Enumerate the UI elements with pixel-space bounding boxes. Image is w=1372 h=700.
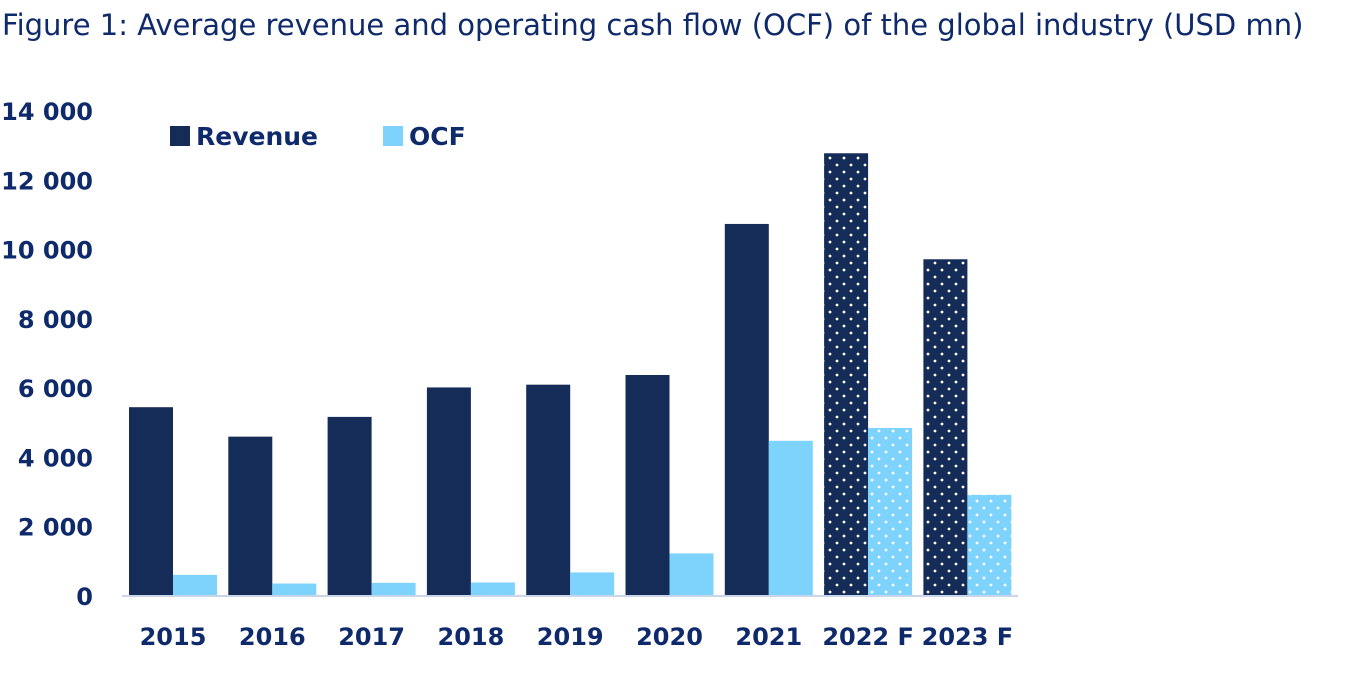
ocf-bar (768, 440, 813, 596)
revenue-bar (724, 223, 769, 596)
ocf-bar (272, 583, 317, 596)
ocf-bar (570, 572, 615, 596)
y-tick-label: 12 000 (1, 167, 93, 195)
x-tick-label: 2022 F (822, 623, 914, 651)
y-tick-label: 2 000 (18, 514, 93, 542)
y-tick-label: 4 000 (18, 444, 93, 472)
y-tick-label: 8 000 (18, 306, 93, 334)
ocf-bar (173, 574, 217, 596)
ocf-bar (470, 582, 515, 596)
legend-label-ocf: OCF (409, 122, 466, 151)
bars (129, 153, 1012, 596)
revenue-bar (526, 384, 571, 596)
x-axis: 2015 2016 2017 2018 2019 2020 2021 2022 F 2023 F (140, 623, 1014, 651)
ocf-bar (868, 427, 913, 596)
chart-title: Figure 1: Average revenue and operating … (2, 8, 1304, 42)
y-axis: 0 2 000 4 000 6 000 8 000 10 000 12 000 14 000 (1, 98, 93, 611)
legend: Revenue OCF (170, 122, 466, 151)
legend-swatch-ocf (383, 126, 403, 146)
revenue-bar (824, 153, 869, 596)
ocf-bar (967, 494, 1012, 596)
legend-swatch-revenue (170, 126, 190, 146)
revenue-bar (923, 259, 968, 596)
x-tick-label: 2016 (239, 623, 306, 651)
x-tick-label: 2018 (438, 623, 505, 651)
y-tick-label: 6 000 (18, 375, 93, 403)
revenue-bar (129, 407, 173, 596)
ocf-bar (371, 582, 416, 596)
x-tick-label: 2019 (537, 623, 604, 651)
revenue-bar (228, 436, 273, 596)
ocf-bar (669, 553, 714, 596)
x-tick-label: 2021 (735, 623, 802, 651)
x-tick-label: 2017 (338, 623, 405, 651)
x-tick-label: 2015 (140, 623, 207, 651)
y-tick-label: 0 (76, 583, 93, 611)
x-tick-label: 2023 F (922, 623, 1014, 651)
revenue-bar (625, 374, 670, 596)
x-tick-label: 2020 (636, 623, 703, 651)
y-tick-label: 10 000 (1, 237, 93, 265)
revenue-bar (327, 416, 372, 596)
revenue-bar (426, 387, 471, 596)
y-tick-label: 14 000 (1, 98, 93, 126)
legend-label-revenue: Revenue (196, 122, 318, 151)
